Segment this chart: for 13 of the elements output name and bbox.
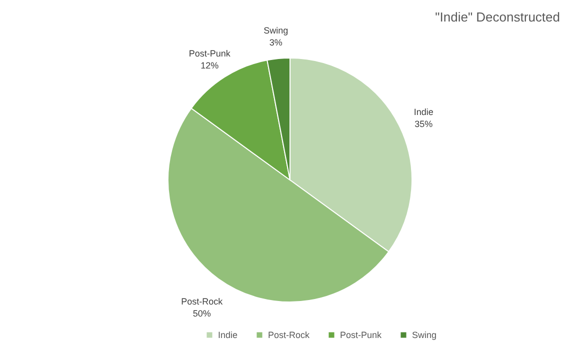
slice-label: Swing <box>264 26 288 36</box>
data-label: 3% <box>269 38 282 48</box>
slice-label: Indie <box>414 106 434 117</box>
legend-label: Indie <box>218 330 238 340</box>
data-label: 50% <box>192 308 211 318</box>
legend-label: Post-Punk <box>340 330 382 340</box>
text: "Indie" Deconstructed <box>435 10 560 25</box>
slice-label: Post-Rock <box>181 296 224 306</box>
data-label: 12% <box>200 60 219 70</box>
data-label: 35% <box>414 118 433 129</box>
legend-label: Swing <box>412 330 437 340</box>
slice-label: Post-Punk <box>188 48 231 58</box>
legend-label: Post-Rock <box>268 330 310 340</box>
